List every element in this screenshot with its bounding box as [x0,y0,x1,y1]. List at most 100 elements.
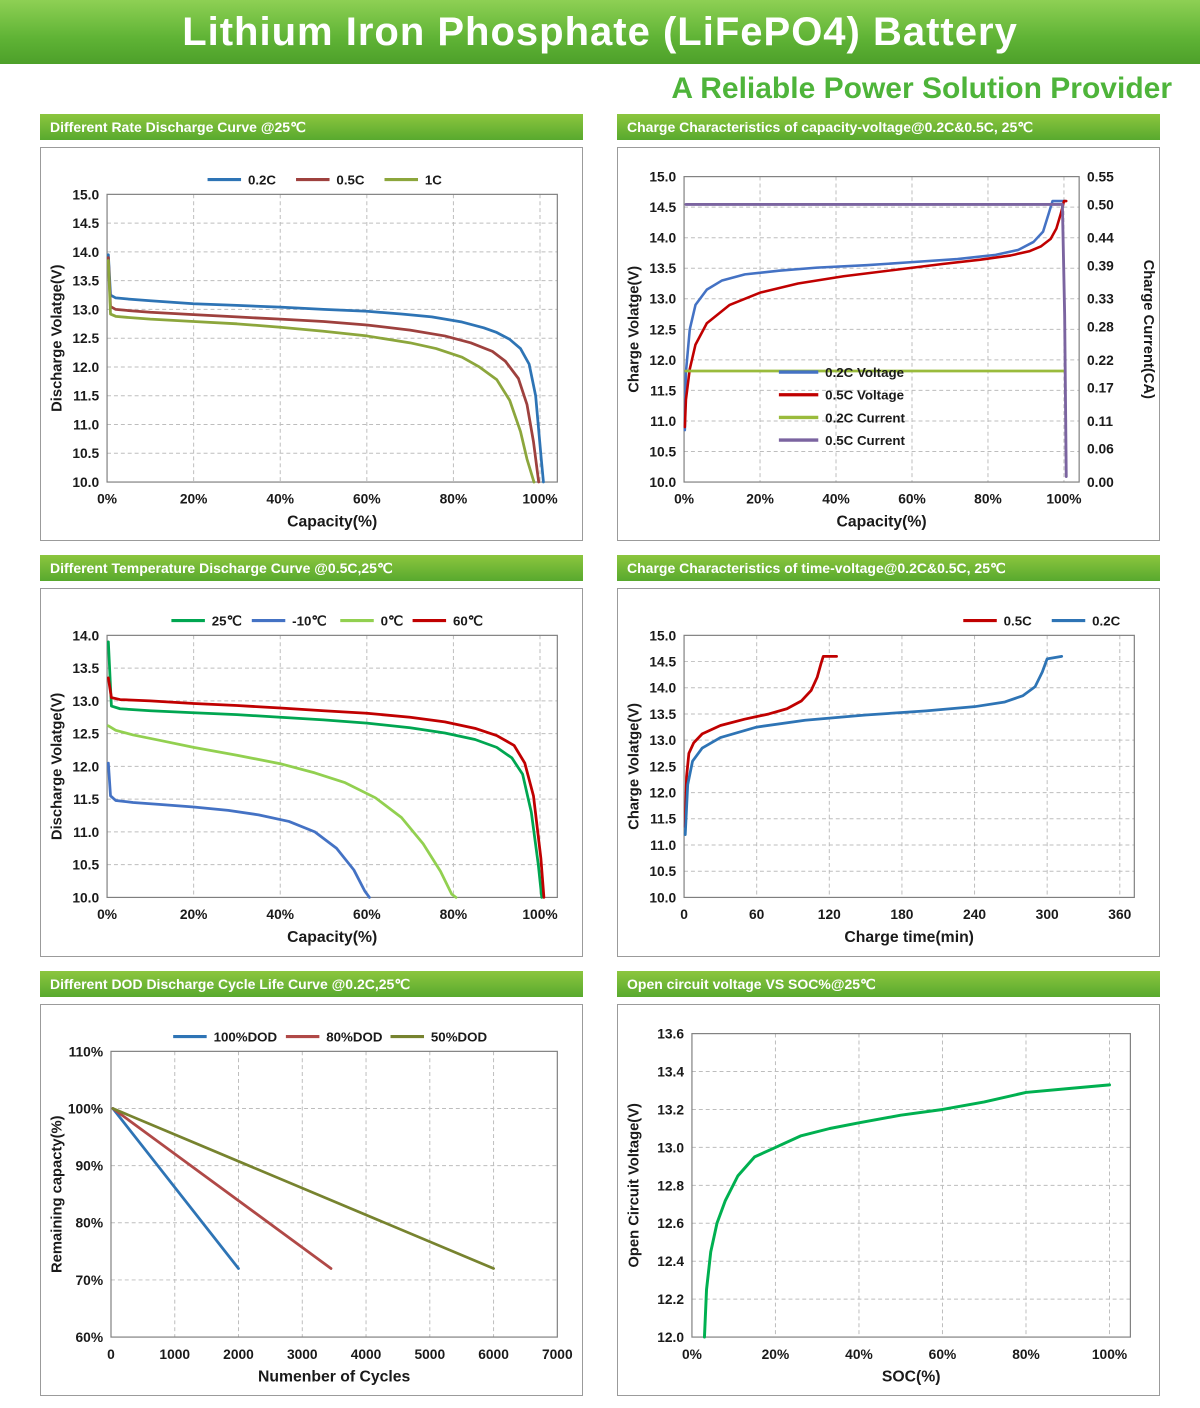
svg-text:0: 0 [680,907,688,922]
svg-text:12.0: 12.0 [72,760,99,775]
svg-text:110%: 110% [69,1044,104,1059]
panel-time-voltage-charge: Charge Characteristics of time-voltage@0… [617,555,1160,957]
svg-text:80%: 80% [76,1216,104,1231]
svg-text:13.0: 13.0 [72,694,99,709]
svg-text:0%: 0% [682,1347,702,1362]
svg-text:0%: 0% [97,492,117,507]
svg-text:10.0: 10.0 [72,891,99,906]
svg-text:80%: 80% [1012,1347,1040,1362]
svg-text:12.0: 12.0 [72,360,99,375]
svg-text:12.4: 12.4 [657,1254,684,1269]
svg-text:12.5: 12.5 [649,322,676,337]
svg-text:-10℃: -10℃ [292,614,326,629]
svg-text:0.17: 0.17 [1087,381,1114,396]
svg-text:11.5: 11.5 [73,792,99,807]
svg-text:300: 300 [1036,907,1059,922]
svg-text:0%: 0% [674,492,694,507]
svg-text:40%: 40% [822,492,850,507]
svg-text:0.2C: 0.2C [248,172,276,187]
svg-text:100%: 100% [1092,1347,1127,1362]
svg-text:60%: 60% [353,907,381,922]
svg-text:20%: 20% [180,907,208,922]
svg-text:14.0: 14.0 [72,245,99,260]
svg-text:0%: 0% [97,907,117,922]
svg-text:40%: 40% [266,907,294,922]
svg-text:11.5: 11.5 [650,383,676,398]
svg-text:12.0: 12.0 [649,786,676,801]
svg-text:0.5C: 0.5C [336,172,364,187]
svg-text:40%: 40% [266,492,294,507]
svg-text:10.5: 10.5 [72,446,99,461]
svg-text:0.5C Current: 0.5C Current [825,433,905,448]
chart-box: 10.0 10.5 11.0 11.5 12.0 12.5 13.0 13.5 14.0 14.5… [40,147,583,542]
svg-text:13.4: 13.4 [657,1064,684,1079]
svg-text:0.2C Current: 0.2C Current [825,410,905,425]
svg-text:80%: 80% [440,907,468,922]
svg-text:25℃: 25℃ [212,614,242,629]
svg-text:Capacity(%): Capacity(%) [837,513,927,530]
svg-text:10.5: 10.5 [72,858,99,873]
page-subtitle: A Reliable Power Solution Provider [671,72,1172,105]
svg-text:0.44: 0.44 [1087,231,1114,246]
cycle-life-chart: 60% 70% 80% 90% 100% 110% 0 1000 2000 3000 4000 500… [50,1029,573,1385]
page-header: Lithium Iron Phosphate (LiFePO4) Battery [0,0,1200,64]
svg-text:Remaining capacty(%): Remaining capacty(%) [50,1115,66,1273]
svg-text:Capacity(%): Capacity(%) [287,929,377,946]
svg-text:100%: 100% [68,1101,103,1116]
panel-title: Charge Characteristics of capacity-volta… [617,114,1160,140]
svg-text:Charge time(min): Charge time(min) [844,929,974,946]
time-voltage-charge-chart: 10.0 10.5 11.0 11.5 12.0 12.5 13.0 13.5 14.0 14.5… [627,614,1135,946]
svg-text:12.5: 12.5 [649,760,676,775]
svg-text:2000: 2000 [223,1347,254,1362]
svg-text:Charge Current(CA): Charge Current(CA) [1140,260,1156,400]
svg-text:0.22: 0.22 [1087,353,1114,368]
svg-text:13.0: 13.0 [649,292,676,307]
svg-text:13.5: 13.5 [649,261,676,276]
svg-text:12.0: 12.0 [657,1330,684,1345]
svg-text:Charge Volatge(V): Charge Volatge(V) [627,266,643,393]
chart-box: 10.0 10.5 11.0 11.5 12.0 12.5 13.0 13.5 14.0 0% 20… [40,588,583,957]
svg-text:12.5: 12.5 [72,331,99,346]
panel-title: Charge Characteristics of time-voltage@0… [617,555,1160,582]
svg-text:11.0: 11.0 [650,838,676,853]
svg-text:70%: 70% [76,1273,104,1288]
panel-ocv-soc: Open circuit voltage VS SOC%@25℃ 12.0 12.… [617,970,1160,1397]
svg-text:11.0: 11.0 [650,414,676,429]
svg-text:3000: 3000 [287,1347,318,1362]
svg-text:15.0: 15.0 [72,187,99,202]
svg-text:10.5: 10.5 [649,444,676,459]
svg-text:12.5: 12.5 [72,727,99,742]
chart-box: 60% 70% 80% 90% 100% 110% 0 1000 2000 3000 4000 500… [40,1003,583,1397]
svg-text:20%: 20% [746,492,774,507]
temperature-discharge-chart: 10.0 10.5 11.0 11.5 12.0 12.5 13.0 13.5 14.0 0% 20… [50,614,558,946]
charts-grid: Different Rate Discharge Curve @25℃ 10.0… [0,108,1200,1408]
svg-text:Capacity(%): Capacity(%) [287,513,377,530]
svg-text:13.5: 13.5 [72,661,99,676]
chart-box: 12.0 12.2 12.4 12.6 12.8 13.0 13.2 13.4 13.6 0% 20… [617,1003,1160,1397]
svg-text:12.8: 12.8 [657,1178,684,1193]
svg-text:40%: 40% [845,1347,873,1362]
svg-text:15.0: 15.0 [649,170,676,185]
svg-text:120: 120 [818,907,841,922]
svg-text:Charge Volatge(V): Charge Volatge(V) [627,703,643,830]
panel-capacity-voltage-charge: Charge Characteristics of capacity-volta… [617,114,1160,542]
svg-text:180: 180 [890,907,913,922]
svg-text:10.5: 10.5 [649,864,676,879]
chart-box: 10.0 10.5 11.0 11.5 12.0 12.5 13.0 13.5 14.0 14.5… [617,588,1160,957]
svg-text:14.0: 14.0 [72,628,99,643]
svg-text:80%: 80% [974,492,1002,507]
chart-box: 10.0 10.5 11.0 11.5 12.0 12.5 13.0 13.5 14.0 14.5… [617,147,1160,542]
svg-text:100%: 100% [522,907,557,922]
svg-text:13.0: 13.0 [649,733,676,748]
svg-text:11.0: 11.0 [73,825,99,840]
svg-text:11.5: 11.5 [650,812,676,827]
panel-title: Open circuit voltage VS SOC%@25℃ [617,970,1160,997]
panel-cycle-life: Different DOD Discharge Cycle Life Curve… [40,970,583,1397]
svg-text:12.6: 12.6 [657,1216,684,1231]
svg-text:90%: 90% [76,1158,104,1173]
svg-text:12.2: 12.2 [657,1292,684,1307]
capacity-voltage-charge-chart: 10.0 10.5 11.0 11.5 12.0 12.5 13.0 13.5 14.0 14.5… [627,170,1156,531]
svg-text:0.11: 0.11 [1087,414,1113,429]
svg-text:240: 240 [963,907,986,922]
svg-text:0.00: 0.00 [1087,475,1114,490]
